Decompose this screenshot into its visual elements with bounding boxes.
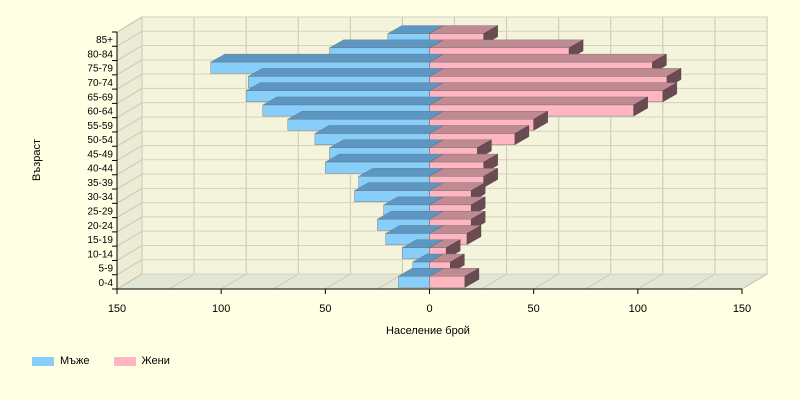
y-tick-label: 65-69: [87, 92, 113, 103]
bar-women-15-19: [428, 225, 482, 245]
x-axis-label: Население брой: [386, 325, 470, 337]
y-tick-label: 45-49: [87, 149, 113, 160]
gridline-side: [116, 259, 143, 276]
gridline-floor: [741, 273, 768, 290]
x-tick-label: 150: [733, 303, 751, 315]
gridline-side: [116, 30, 143, 47]
gridline-floor: [689, 273, 716, 290]
y-tick-label: 5-9: [99, 264, 114, 275]
legend-swatch-men: [32, 356, 54, 366]
bar-men-70-74-top: [247, 68, 445, 77]
gridline-side: [116, 87, 143, 104]
bar-women-55-59: [428, 110, 549, 131]
y-tick-label: 70-74: [87, 78, 113, 89]
gridline-floor: [272, 273, 299, 290]
gridline-floor: [637, 273, 664, 290]
gridline-side: [116, 187, 143, 204]
y-tick-label: 25-29: [87, 206, 113, 217]
bar-women-50-54-top: [428, 125, 530, 134]
gridline-side: [116, 159, 143, 176]
bar-women-15-19-side: [466, 225, 482, 245]
y-tick-label: 80-84: [87, 49, 113, 60]
gridline-floor: [481, 273, 507, 290]
bar-men-55-59-top: [287, 111, 445, 120]
y-tick-label: 20-24: [87, 221, 113, 232]
bar-women-50-54: [428, 125, 530, 145]
bar-men-0-4-face: [398, 276, 430, 288]
y-tick-label: 35-39: [87, 178, 113, 189]
bar-women-55-59-top: [428, 111, 549, 120]
y-tick-label: 85+: [96, 35, 113, 46]
y-axis-label: Възраст: [31, 139, 43, 181]
bar-women-0-4-side: [464, 267, 480, 288]
legend-label-men: Мъже: [60, 355, 90, 367]
gridline-side: [116, 145, 143, 161]
y-tick-label: 50-54: [87, 135, 113, 146]
bar-women-75-79-top: [428, 53, 668, 63]
gridline-side: [116, 273, 143, 290]
x-tick-label: 50: [528, 303, 540, 315]
bar-women-55-59-side: [533, 110, 548, 131]
bar-women-0-4: [428, 267, 480, 288]
gridline-floor: [533, 273, 559, 290]
x-tick-label: 0: [426, 303, 432, 315]
bar-women-70-74-top: [428, 68, 682, 77]
bar-women-60-64-top: [428, 96, 649, 106]
gridline-side: [116, 173, 143, 190]
bar-women-35-39: [428, 168, 499, 188]
gridline-side: [116, 202, 143, 219]
gridline-side: [116, 230, 143, 247]
bar-women-0-4-face: [429, 276, 466, 288]
bar-men-30-34-top: [353, 182, 445, 191]
y-tick-label: 55-59: [87, 121, 113, 132]
bar-women-65-69-side: [662, 82, 678, 103]
legend-item-women[interactable]: Жени: [113, 355, 170, 367]
bar-women-80-84-top: [428, 39, 584, 49]
bar-men-45-49-top: [328, 139, 445, 148]
x-tick-label: 150: [108, 303, 126, 315]
bar-women-65-69-top: [428, 82, 678, 91]
y-tick-label: 75-79: [87, 64, 113, 75]
x-tick-label: 100: [212, 303, 230, 315]
bar-men-65-69-top: [245, 82, 445, 91]
bar-men-80-84-top: [328, 39, 445, 49]
x-tick-label: 100: [629, 303, 647, 315]
bar-women-65-69: [428, 82, 678, 103]
gridline-side: [116, 216, 143, 233]
bar-men-60-64-top: [262, 96, 445, 106]
gridline-side: [116, 73, 143, 90]
gridline-side: [116, 45, 143, 61]
gridline-side: [116, 59, 143, 76]
legend-item-men[interactable]: Мъже: [32, 355, 90, 367]
bar-women-50-54-side: [514, 125, 530, 145]
gridline-floor: [220, 273, 247, 290]
gridline-floor: [325, 273, 351, 290]
gridline-side: [116, 16, 143, 33]
y-tick-label: 40-44: [87, 164, 113, 175]
legend: Мъже Жени: [32, 355, 194, 367]
bar-men-35-39-top: [357, 168, 445, 177]
gridline-side: [116, 116, 143, 133]
bar-women-60-64-side: [633, 96, 648, 117]
bar-men-40-44-top: [324, 153, 445, 163]
gridline-floor: [168, 273, 195, 290]
gridline-side: [116, 102, 143, 119]
chart-axes: 0-4 5-9 10-14 15-19 20-24 25-29 30-34 35-39 40-4…: [87, 31, 751, 315]
y-tick-label: 15-19: [87, 235, 113, 246]
bar-women-60-64: [428, 96, 649, 117]
y-tick-label: 60-64: [87, 107, 113, 118]
y-tick-label: 10-14: [87, 249, 113, 260]
y-tick-label: 30-34: [87, 192, 113, 203]
gridline-floor: [585, 273, 612, 290]
gridline-side: [116, 245, 143, 261]
bar-men-75-79-top: [209, 53, 445, 63]
legend-label-women: Жени: [141, 355, 170, 367]
gridline-side: [116, 130, 143, 147]
bar-men-50-54-top: [314, 125, 445, 134]
chart-bars: [209, 25, 682, 288]
y-tick-label: 0-4: [99, 278, 114, 289]
x-tick-label: 50: [319, 303, 331, 315]
legend-swatch-women: [113, 356, 136, 366]
